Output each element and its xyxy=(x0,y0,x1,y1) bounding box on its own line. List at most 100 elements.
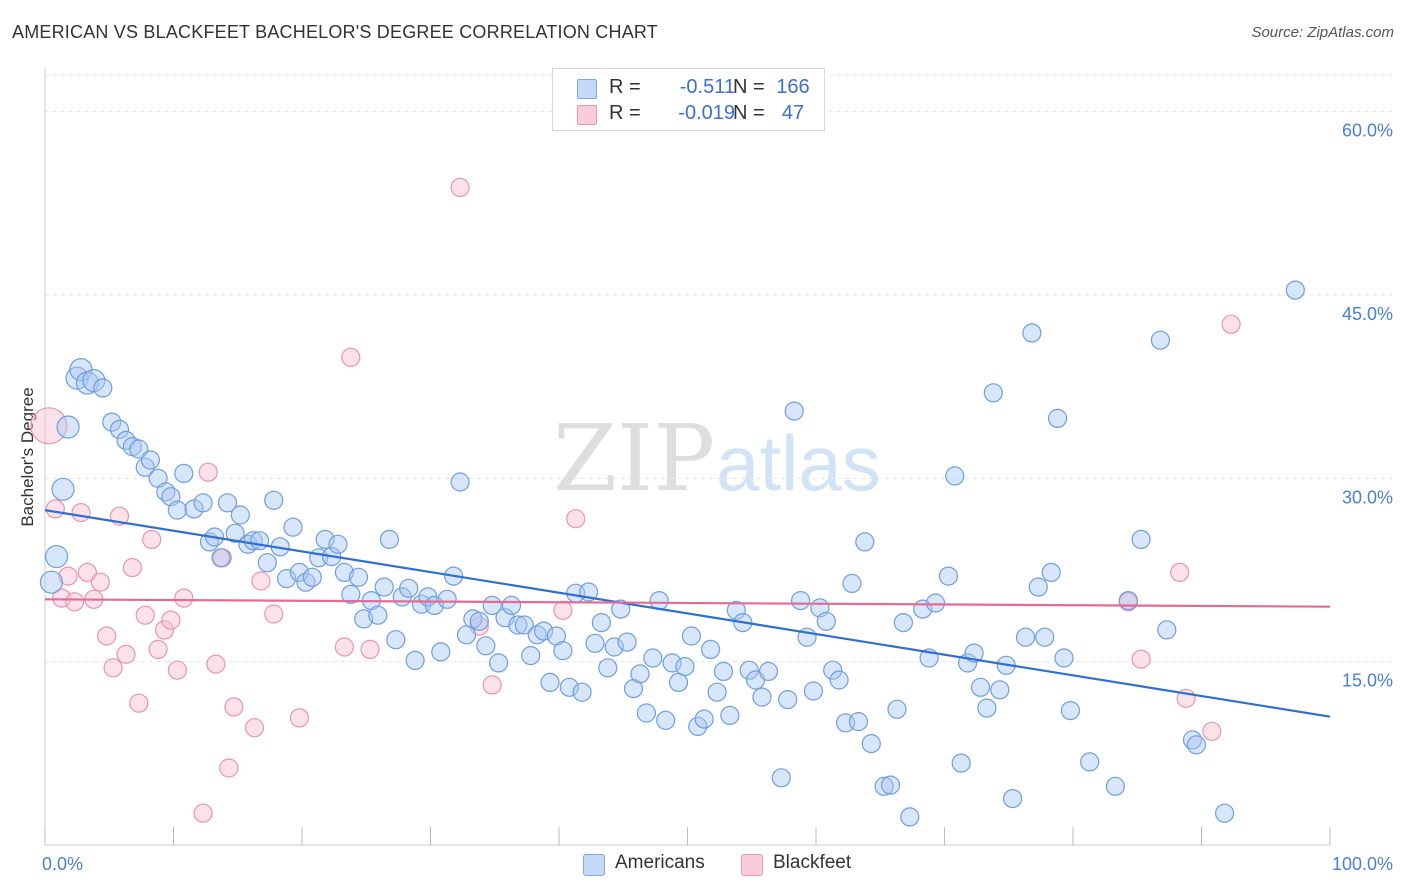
blackfeet-point xyxy=(1170,562,1190,583)
american-point xyxy=(93,378,113,398)
american-point xyxy=(302,567,322,587)
blackfeet-point xyxy=(90,572,110,592)
american-point xyxy=(803,681,824,701)
grid-lines xyxy=(45,74,1392,663)
american-point xyxy=(379,529,399,550)
n-label: N = xyxy=(733,102,765,124)
x-tick-label-max: 100.0% xyxy=(1332,854,1393,874)
american-point xyxy=(456,625,477,645)
blackfeet-point xyxy=(77,562,98,583)
american-point xyxy=(630,664,650,684)
american-point xyxy=(1214,803,1235,823)
american-point xyxy=(694,709,714,729)
y-tick-label: 30.0% xyxy=(1342,487,1393,507)
legend-label-blackfeet: Blackfeet xyxy=(773,852,852,873)
blackfeet-point xyxy=(206,654,226,674)
blackfeet-point xyxy=(161,610,181,630)
american-point xyxy=(688,716,708,737)
watermark-atlas: atlas xyxy=(716,419,881,507)
blackfeet-point xyxy=(224,697,244,717)
american-point xyxy=(842,573,862,594)
american-point xyxy=(585,633,605,653)
blackfeet-point xyxy=(167,660,187,680)
american-point xyxy=(726,600,746,620)
american-point xyxy=(501,595,522,616)
american-point xyxy=(784,401,804,421)
x-tick-labels: 0.0% 100.0% xyxy=(42,854,1393,874)
american-point xyxy=(341,584,361,605)
american-point xyxy=(167,500,187,520)
american-point xyxy=(970,677,991,697)
blackfeet-point xyxy=(1131,649,1151,669)
american-point xyxy=(374,577,394,597)
american-point xyxy=(1022,323,1042,343)
americans-swatch xyxy=(577,79,597,99)
americans-legend-swatch xyxy=(583,854,605,876)
american-point xyxy=(758,661,779,682)
blackfeet-swatch xyxy=(577,105,597,125)
r-value: -0.019 xyxy=(678,102,735,124)
n-label: N = xyxy=(733,76,765,98)
american-point xyxy=(861,733,881,754)
american-point xyxy=(489,653,509,673)
american-point xyxy=(1285,280,1305,300)
blackfeet-point xyxy=(334,637,354,657)
american-point xyxy=(431,642,451,662)
american-point xyxy=(643,648,663,668)
r-label: R = xyxy=(609,102,641,124)
blackfeet-point xyxy=(45,499,65,519)
blackfeet-point xyxy=(116,644,136,664)
american-point xyxy=(1186,735,1207,755)
american-point xyxy=(880,775,901,795)
american-point xyxy=(977,698,997,718)
series-americans-points xyxy=(39,280,1305,827)
blackfeet-point xyxy=(135,605,155,625)
blackfeet-point xyxy=(30,407,68,445)
american-point xyxy=(437,589,457,609)
american-point xyxy=(540,672,560,693)
n-value: 47 xyxy=(781,102,805,124)
stats-legend: R = -0.511 N = 166 R = -0.019 N = 47 xyxy=(552,68,825,131)
american-point xyxy=(739,660,759,680)
american-point xyxy=(140,450,160,470)
american-point xyxy=(476,636,496,656)
american-point xyxy=(1002,788,1023,809)
x-tick-label-min: 0.0% xyxy=(42,854,83,874)
watermark: ZIP atlas xyxy=(553,405,881,512)
blackfeet-point xyxy=(360,639,380,660)
blackfeet-point xyxy=(553,600,573,620)
american-point xyxy=(713,661,734,682)
american-point xyxy=(604,637,624,657)
american-point xyxy=(720,705,740,726)
american-point xyxy=(611,599,631,619)
american-point xyxy=(521,645,541,666)
chart-title: AMERICAN VS BLACKFEET BACHELOR'S DEGREE … xyxy=(12,22,658,42)
blackfeet-point xyxy=(142,529,162,550)
trend-lines xyxy=(44,509,1331,718)
american-point xyxy=(707,682,727,702)
american-point xyxy=(109,419,130,439)
american-point xyxy=(951,753,971,773)
american-point xyxy=(1047,408,1068,428)
legend-label-americans: Americans xyxy=(615,852,705,873)
watermark-zip: ZIP xyxy=(553,405,715,512)
american-point xyxy=(893,612,914,633)
american-point xyxy=(405,650,425,671)
blackfeet-point xyxy=(174,588,194,608)
r-value: -0.511 xyxy=(679,76,735,98)
american-point xyxy=(938,566,959,586)
american-point xyxy=(945,466,965,486)
american-point xyxy=(334,562,354,583)
american-point xyxy=(257,553,277,573)
american-point xyxy=(217,493,238,513)
american-point xyxy=(700,639,721,660)
american-point xyxy=(823,660,843,680)
blackfeet-point xyxy=(289,708,309,728)
blackfeet-point xyxy=(219,758,239,778)
r-label: R = xyxy=(609,76,641,98)
american-point xyxy=(559,677,579,697)
american-point xyxy=(56,415,80,439)
american-point xyxy=(250,531,270,551)
blackfeet-point xyxy=(482,675,502,695)
blackfeet-point xyxy=(148,639,168,660)
